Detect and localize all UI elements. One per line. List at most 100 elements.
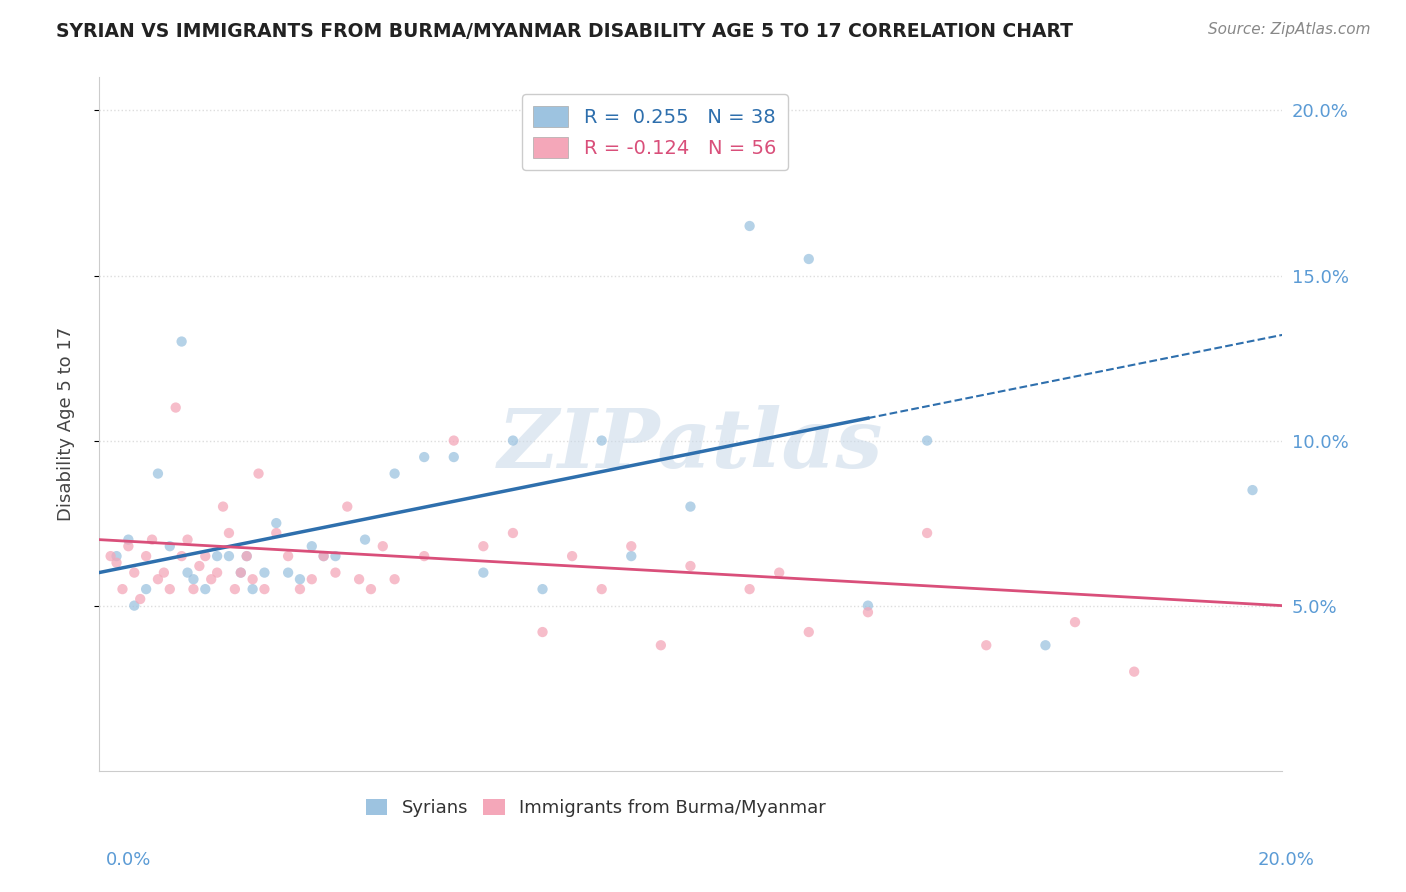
Point: [135, 582, 157, 596]
Point: [105, 549, 128, 563]
Point: [229, 566, 252, 580]
Point: [347, 572, 370, 586]
Point: [176, 566, 198, 580]
Point: [141, 533, 163, 547]
Point: [301, 539, 323, 553]
Point: [502, 526, 524, 541]
Point: [242, 572, 264, 586]
Point: [212, 500, 235, 514]
Point: [768, 566, 790, 580]
Point: [205, 549, 228, 563]
Point: [384, 572, 406, 586]
Point: [1035, 638, 1057, 652]
Point: [531, 625, 554, 640]
Point: [325, 566, 347, 580]
Point: [312, 549, 335, 563]
Point: [229, 566, 252, 580]
Point: [277, 549, 299, 563]
Point: [218, 549, 240, 563]
Point: [111, 582, 134, 596]
Point: [159, 582, 181, 596]
Point: [129, 592, 152, 607]
Point: [591, 434, 613, 448]
Y-axis label: Disability Age 5 to 17: Disability Age 5 to 17: [58, 327, 75, 521]
Point: [100, 549, 122, 563]
Point: [856, 605, 879, 619]
Point: [502, 434, 524, 448]
Text: 20.0%: 20.0%: [1258, 851, 1315, 869]
Point: [146, 467, 169, 481]
Point: [1123, 665, 1146, 679]
Point: [336, 500, 359, 514]
Point: [253, 566, 276, 580]
Point: [472, 539, 495, 553]
Point: [105, 556, 128, 570]
Point: [288, 582, 311, 596]
Point: [360, 582, 382, 596]
Point: [384, 467, 406, 481]
Point: [176, 533, 198, 547]
Point: [117, 533, 139, 547]
Point: [620, 539, 643, 553]
Point: [159, 539, 181, 553]
Text: ZIPatlas: ZIPatlas: [498, 405, 883, 485]
Point: [135, 549, 157, 563]
Point: [325, 549, 347, 563]
Point: [797, 252, 820, 266]
Point: [124, 599, 146, 613]
Point: [679, 500, 702, 514]
Point: [242, 582, 264, 596]
Point: [679, 559, 702, 574]
Point: [266, 526, 288, 541]
Point: [1064, 615, 1087, 629]
Point: [856, 599, 879, 613]
Text: SYRIAN VS IMMIGRANTS FROM BURMA/MYANMAR DISABILITY AGE 5 TO 17 CORRELATION CHART: SYRIAN VS IMMIGRANTS FROM BURMA/MYANMAR …: [56, 22, 1073, 41]
Point: [738, 582, 761, 596]
Point: [183, 572, 205, 586]
Point: [413, 450, 436, 464]
Point: [1241, 483, 1264, 497]
Point: [472, 566, 495, 580]
Text: Source: ZipAtlas.com: Source: ZipAtlas.com: [1208, 22, 1371, 37]
Point: [247, 467, 270, 481]
Point: [915, 526, 938, 541]
Point: [188, 559, 211, 574]
Text: 0.0%: 0.0%: [105, 851, 150, 869]
Point: [738, 219, 761, 233]
Point: [915, 434, 938, 448]
Point: [312, 549, 335, 563]
Point: [413, 549, 436, 563]
Point: [288, 572, 311, 586]
Point: [591, 582, 613, 596]
Point: [194, 582, 217, 596]
Point: [183, 582, 205, 596]
Point: [797, 625, 820, 640]
Point: [443, 450, 465, 464]
Point: [205, 566, 228, 580]
Point: [620, 549, 643, 563]
Point: [650, 638, 672, 652]
Point: [235, 549, 257, 563]
Point: [531, 582, 554, 596]
Point: [165, 401, 187, 415]
Point: [443, 434, 465, 448]
Point: [124, 566, 146, 580]
Point: [170, 549, 193, 563]
Point: [170, 334, 193, 349]
Point: [354, 533, 377, 547]
Point: [194, 549, 217, 563]
Point: [277, 566, 299, 580]
Legend: Syrians, Immigrants from Burma/Myanmar: Syrians, Immigrants from Burma/Myanmar: [359, 791, 832, 824]
Point: [301, 572, 323, 586]
Point: [974, 638, 997, 652]
Point: [117, 539, 139, 553]
Point: [146, 572, 169, 586]
Point: [218, 526, 240, 541]
Point: [253, 582, 276, 596]
Point: [153, 566, 176, 580]
Point: [200, 572, 222, 586]
Point: [235, 549, 257, 563]
Point: [561, 549, 583, 563]
Point: [371, 539, 394, 553]
Point: [266, 516, 288, 530]
